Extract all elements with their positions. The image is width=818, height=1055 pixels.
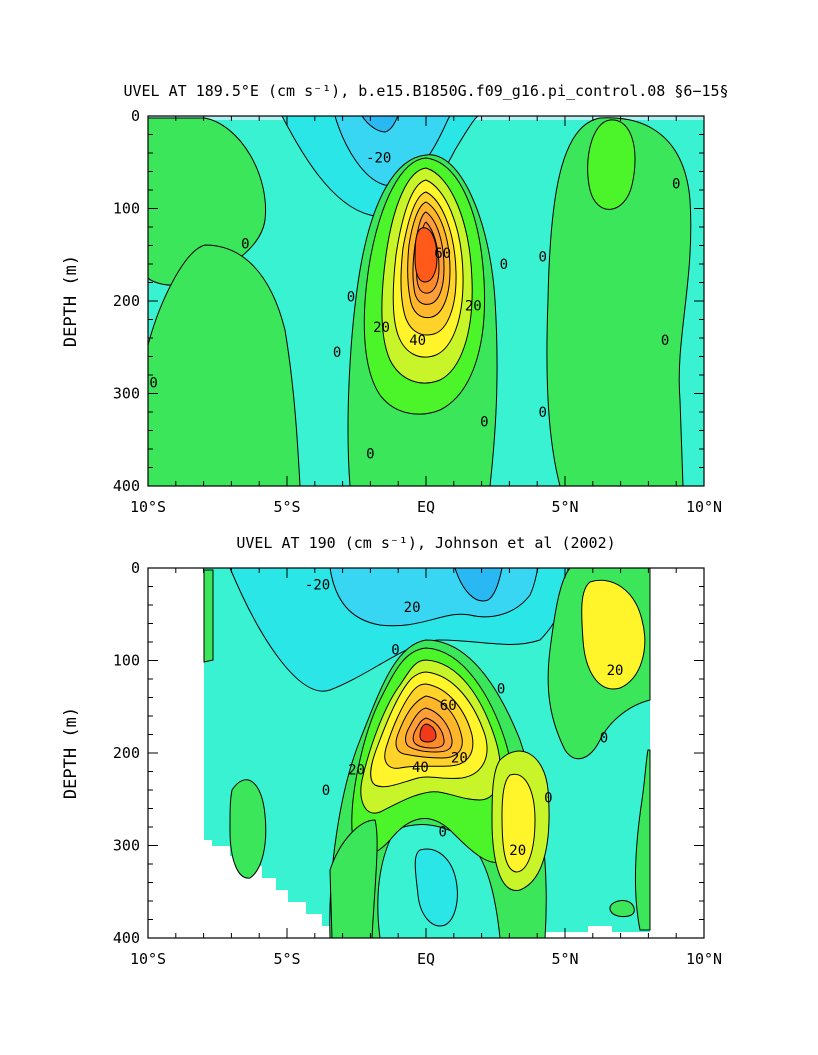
contour-label: 0 [539,405,547,421]
panel-2-east-branch-core [501,773,536,873]
contour-label: 0 [366,447,374,463]
contour-label: 40 [412,760,429,776]
panel-2-east-small-patch [609,900,635,918]
y-tick-label: 100 [113,200,140,218]
x-tick-label: EQ [417,950,435,968]
panel-2-westward-band-40 [454,568,503,602]
panel-2-deep-cavity-inner [414,848,458,927]
panel-2-west-lower-patch [229,779,267,879]
contour-label: 0 [500,257,508,273]
contour-label: 60 [434,246,451,262]
x-tick-label: 5°S [273,950,300,968]
contour-label: 20 [607,663,624,679]
contour-label: -20 [305,578,330,594]
panel-2-euc-core [419,723,437,743]
y-tick-label: 200 [113,292,140,310]
panel-2-field [203,568,651,938]
contour-label: 20 [373,320,390,336]
contour-label: 0 [391,642,399,658]
y-tick-label: 300 [113,837,140,855]
panel-1-title: UVEL AT 189.5°E (cm s⁻¹), b.e15.B1850G.f… [123,82,728,100]
y-tick-label: 0 [131,107,140,125]
contour-label: 0 [322,783,330,799]
contour-label: 40 [409,333,426,349]
contour-label: 0 [672,177,680,193]
panel-2-y-tick-labels: 0 100 200 300 400 [113,559,140,947]
x-tick-label: 10°N [686,498,722,516]
contour-label: 0 [333,345,341,361]
x-tick-label: 5°S [273,498,300,516]
panel-1: UVEL AT 189.5°E (cm s⁻¹), b.e15.B1850G.f… [61,82,729,516]
contour-label: 60 [440,698,457,714]
y-tick-label: 400 [113,477,140,495]
panel-1-x-tick-labels: 10°S 5°S EQ 5°N 10°N [130,498,722,516]
x-tick-label: 10°N [686,950,722,968]
x-tick-label: 10°S [130,498,166,516]
x-tick-label: 10°S [130,950,166,968]
contour-label: 0 [497,681,505,697]
contour-label: 20 [348,763,365,779]
contour-label: 20 [465,299,482,315]
panel-2-east-tongue [635,749,651,931]
panel-1-west-positive-patch [148,117,267,286]
panel-2-south-branch [329,819,378,938]
panel-1-east-positive-band [546,117,692,486]
contour-label: 0 [661,333,669,349]
y-tick-label: 400 [113,929,140,947]
x-tick-label: 5°N [551,498,578,516]
x-tick-label: EQ [417,498,435,516]
panel-2-contour-labels: -20 20 0 60 20 40 20 0 20 0 0 0 0 20 [305,578,624,859]
x-tick-label: 5°N [551,950,578,968]
panel-1-y-axis-label: DEPTH (m) [61,255,81,347]
panel-1-field [148,116,704,486]
contour-label: 0 [544,790,552,806]
panel-2-x-tick-labels: 10°S 5°S EQ 5°N 10°N [130,950,722,968]
contour-label: 0 [347,289,355,305]
panel-1-ticks [147,115,705,487]
panel-2-y-axis-label: DEPTH (m) [61,707,81,799]
contour-label: 0 [438,825,446,841]
y-tick-label: 300 [113,385,140,403]
panel-2-title: UVEL AT 190 (cm s⁻¹), Johnson et al (200… [236,534,615,552]
contour-label: 20 [404,600,421,616]
contour-label: 0 [149,375,157,391]
contour-label: 0 [241,237,249,253]
y-tick-label: 100 [113,652,140,670]
contour-label: 20 [451,751,468,767]
panel-2-west-strip [203,569,214,663]
panel-1-lower-left-patch [148,244,301,486]
contour-label: -20 [366,151,391,167]
panel-2-ticks [147,567,705,939]
y-tick-label: 0 [131,559,140,577]
contour-label: 0 [539,250,547,266]
y-tick-label: 200 [113,744,140,762]
contour-label: 0 [480,414,488,430]
panel-2: UVEL AT 190 (cm s⁻¹), Johnson et al (200… [61,534,722,968]
panel-1-euc-core [414,227,438,283]
panel-1-y-tick-labels: 0 100 200 300 400 [113,107,140,495]
contour-label: 20 [509,843,526,859]
panel-1-westward-band-40 [361,116,399,133]
panel-2-east-core [581,579,646,690]
panel-1-contour-labels: -20 0 0 20 40 60 20 0 0 0 0 0 0 0 0 0 [149,151,680,463]
contour-label: 0 [600,730,608,746]
panel-1-east-core [587,119,636,210]
